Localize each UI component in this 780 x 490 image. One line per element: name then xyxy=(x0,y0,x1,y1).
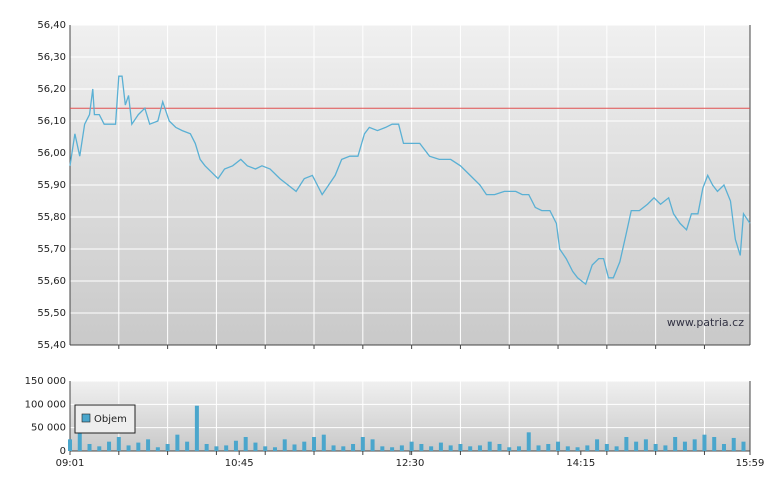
volume-bar xyxy=(380,446,385,451)
volume-bar xyxy=(146,439,151,451)
y-tick-label: 55,40 xyxy=(37,340,66,351)
volume-bar xyxy=(292,444,297,451)
y-tick-label: 50 000 xyxy=(31,423,66,434)
volume-bar xyxy=(741,441,746,451)
volume-bar xyxy=(155,447,160,451)
volume-bar xyxy=(165,444,170,451)
x-tick-label: 14:15 xyxy=(566,458,595,469)
y-tick-label: 55,90 xyxy=(37,180,66,191)
volume-bar xyxy=(390,447,395,451)
volume-bar xyxy=(477,445,482,451)
volume-bar xyxy=(116,437,121,451)
volume-bar xyxy=(351,444,356,451)
y-tick-label: 56,10 xyxy=(37,116,66,127)
volume-bar xyxy=(614,446,619,451)
volume-bar xyxy=(595,439,600,451)
y-tick-label: 56,30 xyxy=(37,52,66,63)
volume-bar xyxy=(370,439,375,451)
volume-bar xyxy=(263,446,268,451)
volume-bar xyxy=(507,447,512,451)
volume-bar xyxy=(663,445,668,451)
x-tick-label: 12:30 xyxy=(396,458,425,469)
y-tick-label: 56,40 xyxy=(37,20,66,31)
y-tick-label: 55,50 xyxy=(37,308,66,319)
volume-bar xyxy=(556,441,561,451)
volume-bar xyxy=(312,437,317,451)
legend-swatch xyxy=(81,413,91,423)
volume-bar xyxy=(682,441,687,451)
volume-bar xyxy=(546,444,551,451)
volume-bar xyxy=(409,441,414,451)
y-tick-label: 55,80 xyxy=(37,212,66,223)
legend-label: Objem xyxy=(94,414,127,425)
volume-bar xyxy=(731,437,736,451)
x-tick-label: 09:01 xyxy=(56,458,85,469)
volume-bar xyxy=(233,440,238,451)
volume-bar xyxy=(673,437,678,451)
volume-bar xyxy=(360,437,365,451)
volume-bar xyxy=(214,446,219,451)
x-tick-label: 15:59 xyxy=(736,458,765,469)
y-tick-label: 56,00 xyxy=(37,148,66,159)
volume-bar xyxy=(272,447,277,451)
y-tick-label: 0 xyxy=(60,446,66,457)
volume-bar xyxy=(419,444,424,451)
volume-bar xyxy=(712,437,717,451)
volume-bar xyxy=(97,446,102,451)
volume-bar xyxy=(321,434,326,451)
volume-bar xyxy=(429,446,434,451)
volume-bar xyxy=(224,445,229,451)
volume-bar xyxy=(575,447,580,451)
price-line xyxy=(69,75,751,286)
volume-bar xyxy=(653,444,658,451)
volume-bar xyxy=(721,444,726,451)
volume-bar xyxy=(399,445,404,451)
volume-bar xyxy=(526,432,531,451)
y-tick-label: 100 000 xyxy=(25,399,66,410)
volume-bar xyxy=(468,446,473,451)
volume-bar xyxy=(107,441,112,451)
volume-bar xyxy=(516,446,521,451)
volume-bar xyxy=(702,434,707,451)
volume-bar xyxy=(692,439,697,451)
watermark: www.patria.cz xyxy=(667,316,744,329)
volume-bar xyxy=(634,441,639,451)
volume-bar xyxy=(643,439,648,451)
volume-bar xyxy=(243,437,248,451)
volume-bar xyxy=(331,445,336,451)
volume-bar xyxy=(536,445,541,451)
volume-bar xyxy=(497,444,502,451)
volume-bar xyxy=(565,446,570,451)
volume-bar xyxy=(585,445,590,451)
volume-bar xyxy=(604,444,609,451)
volume-bar xyxy=(341,446,346,451)
volume-bar xyxy=(126,445,131,451)
volume-bar xyxy=(487,441,492,451)
volume-bar xyxy=(136,442,141,451)
volume-bar xyxy=(253,442,258,451)
volume-bar xyxy=(302,441,307,451)
volume-bar xyxy=(438,442,443,451)
volume-bar xyxy=(87,444,92,451)
y-tick-label: 55,70 xyxy=(37,244,66,255)
volume-bar xyxy=(624,437,629,451)
legend: Objem xyxy=(74,404,136,434)
volume-bar xyxy=(68,439,72,451)
volume-bar xyxy=(448,445,453,451)
y-tick-label: 150 000 xyxy=(25,376,66,387)
volume-bar xyxy=(458,444,463,451)
volume-bar xyxy=(194,405,199,451)
volume-bar xyxy=(185,441,190,451)
volume-plot-area xyxy=(70,381,750,451)
volume-bar xyxy=(175,434,180,451)
y-tick-label: 55,60 xyxy=(37,276,66,287)
x-tick-label: 10:45 xyxy=(225,458,254,469)
volume-bar xyxy=(204,444,209,451)
volume-bar xyxy=(282,439,287,451)
volume-bar xyxy=(77,432,82,451)
y-tick-label: 56,20 xyxy=(37,84,66,95)
